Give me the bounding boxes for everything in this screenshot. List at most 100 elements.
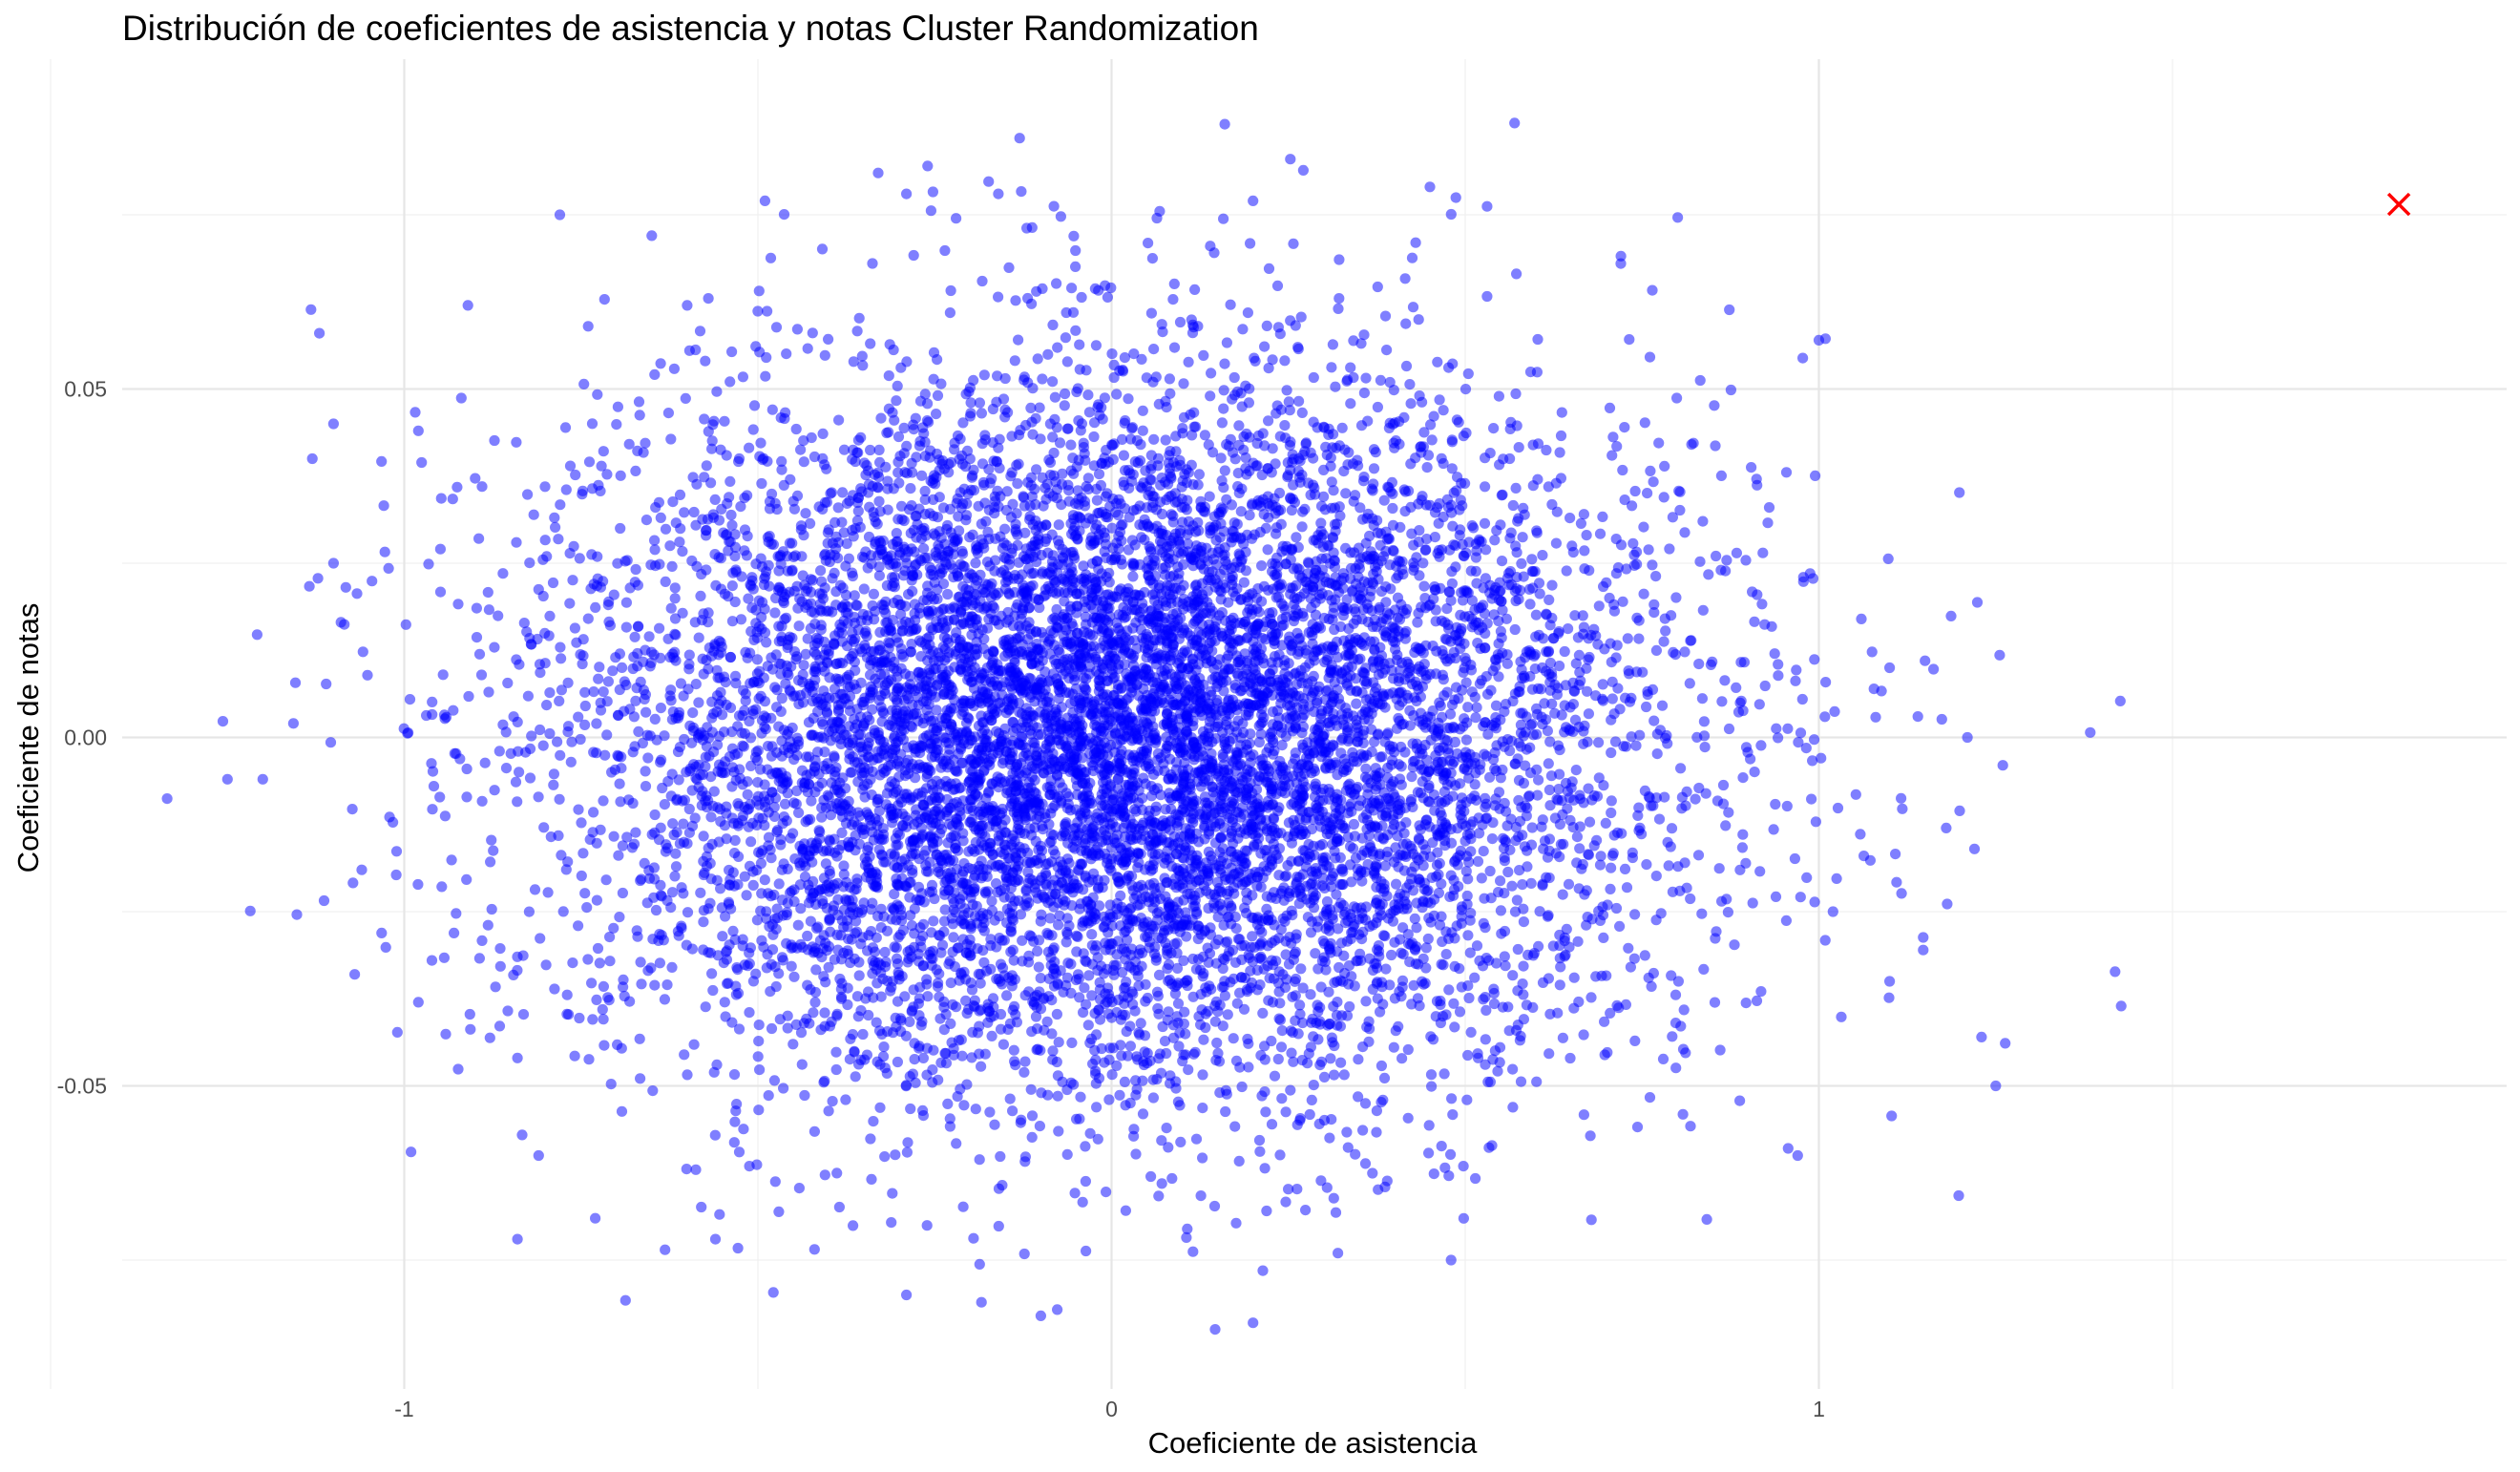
scatter-point bbox=[634, 410, 645, 421]
scatter-point bbox=[1220, 1105, 1231, 1118]
scatter-point bbox=[905, 483, 916, 494]
scatter-point bbox=[400, 619, 411, 630]
scatter-point bbox=[463, 690, 474, 703]
scatter-point bbox=[351, 588, 363, 599]
scatter-point bbox=[1026, 1110, 1039, 1122]
scatter-point bbox=[1670, 1062, 1682, 1074]
scatter-point bbox=[1954, 487, 1965, 498]
scatter-point bbox=[1335, 1057, 1347, 1068]
scatter-point bbox=[814, 827, 826, 838]
scatter-point bbox=[768, 1075, 781, 1086]
scatter-point bbox=[1666, 823, 1678, 834]
scatter-point bbox=[1564, 1052, 1576, 1064]
scatter-point bbox=[944, 307, 956, 319]
scatter-point bbox=[630, 563, 641, 576]
scatter-point bbox=[614, 778, 625, 789]
scatter-point bbox=[1639, 950, 1650, 961]
scatter-point bbox=[927, 186, 939, 198]
scatter-point bbox=[434, 586, 447, 598]
scatter-point bbox=[1432, 356, 1443, 368]
scatter-point bbox=[1458, 1161, 1469, 1172]
scatter-point bbox=[1424, 821, 1436, 832]
scatter-point bbox=[1015, 909, 1027, 920]
scatter-point bbox=[1425, 1069, 1438, 1081]
scatter-point bbox=[974, 1258, 985, 1270]
scatter-point bbox=[1677, 1108, 1689, 1120]
scatter-point bbox=[781, 907, 793, 918]
scatter-point bbox=[539, 481, 551, 493]
scatter-point bbox=[1471, 578, 1482, 589]
scatter-point bbox=[724, 376, 736, 388]
scatter-point bbox=[670, 861, 682, 873]
scatter-point bbox=[1071, 930, 1082, 942]
scatter-point bbox=[848, 1220, 859, 1231]
scatter-point bbox=[1511, 894, 1522, 906]
scatter-point bbox=[1617, 464, 1628, 476]
scatter-point bbox=[1178, 558, 1189, 571]
scatter-point bbox=[1574, 843, 1586, 854]
scatter-point bbox=[1084, 1127, 1096, 1139]
scatter-point bbox=[1345, 398, 1356, 410]
scatter-point bbox=[1600, 817, 1611, 830]
scatter-point bbox=[452, 599, 464, 610]
scatter-point bbox=[1402, 1043, 1414, 1056]
scatter-point bbox=[1809, 734, 1820, 746]
scatter-point bbox=[1418, 427, 1430, 438]
scatter-point bbox=[1296, 521, 1308, 533]
scatter-point bbox=[291, 909, 303, 920]
scatter-point bbox=[522, 690, 535, 702]
scatter-point bbox=[1083, 513, 1095, 524]
scatter-point bbox=[542, 887, 554, 898]
scatter-point bbox=[1667, 1031, 1678, 1042]
scatter-point bbox=[1746, 462, 1757, 473]
scatter-point bbox=[1137, 405, 1148, 416]
scatter-point bbox=[878, 1041, 890, 1053]
scatter-point bbox=[873, 815, 885, 827]
scatter-point bbox=[650, 904, 662, 916]
scatter-point bbox=[990, 555, 1001, 566]
scatter-point bbox=[1486, 833, 1498, 845]
scatter-point bbox=[379, 546, 390, 557]
scatter-point bbox=[1699, 742, 1711, 753]
scatter-point bbox=[1419, 844, 1432, 855]
scatter-point bbox=[759, 874, 770, 886]
scatter-point bbox=[601, 729, 613, 741]
scatter-point bbox=[922, 991, 934, 1002]
scatter-point bbox=[533, 791, 544, 803]
scatter-point bbox=[1660, 625, 1671, 637]
scatter-point bbox=[931, 409, 942, 420]
scatter-point bbox=[1478, 846, 1489, 857]
scatter-point bbox=[318, 894, 330, 907]
scatter-point bbox=[1030, 1011, 1042, 1022]
scatter-point bbox=[574, 1012, 585, 1024]
scatter-point bbox=[1285, 154, 1296, 165]
scatter-point bbox=[1068, 230, 1080, 242]
scatter-point bbox=[461, 791, 472, 803]
scatter-point bbox=[1496, 556, 1508, 567]
scatter-point bbox=[464, 1008, 475, 1020]
scatter-point bbox=[1449, 1021, 1460, 1033]
scatter-point bbox=[556, 850, 567, 861]
scatter-point bbox=[1568, 972, 1580, 983]
scatter-point bbox=[524, 772, 536, 784]
scatter-point bbox=[900, 1030, 913, 1041]
scatter-point bbox=[798, 456, 809, 468]
scatter-point bbox=[561, 989, 573, 1000]
scatter-point bbox=[1288, 1056, 1299, 1067]
scatter-point bbox=[999, 814, 1011, 826]
scatter-point bbox=[726, 519, 738, 531]
scatter-point bbox=[1083, 970, 1095, 981]
scatter-point bbox=[1773, 659, 1784, 670]
scatter-point bbox=[1177, 1055, 1188, 1067]
scatter-point bbox=[1559, 645, 1570, 658]
scatter-point bbox=[579, 700, 591, 712]
scatter-point bbox=[1226, 499, 1237, 511]
scatter-point bbox=[1375, 374, 1386, 386]
scatter-point bbox=[1639, 417, 1650, 429]
scatter-point bbox=[768, 810, 781, 823]
scatter-point bbox=[1209, 1324, 1221, 1335]
scatter-point bbox=[1057, 468, 1068, 479]
scatter-point bbox=[1406, 771, 1418, 783]
scatter-point bbox=[598, 294, 610, 305]
scatter-point bbox=[1305, 989, 1316, 1000]
